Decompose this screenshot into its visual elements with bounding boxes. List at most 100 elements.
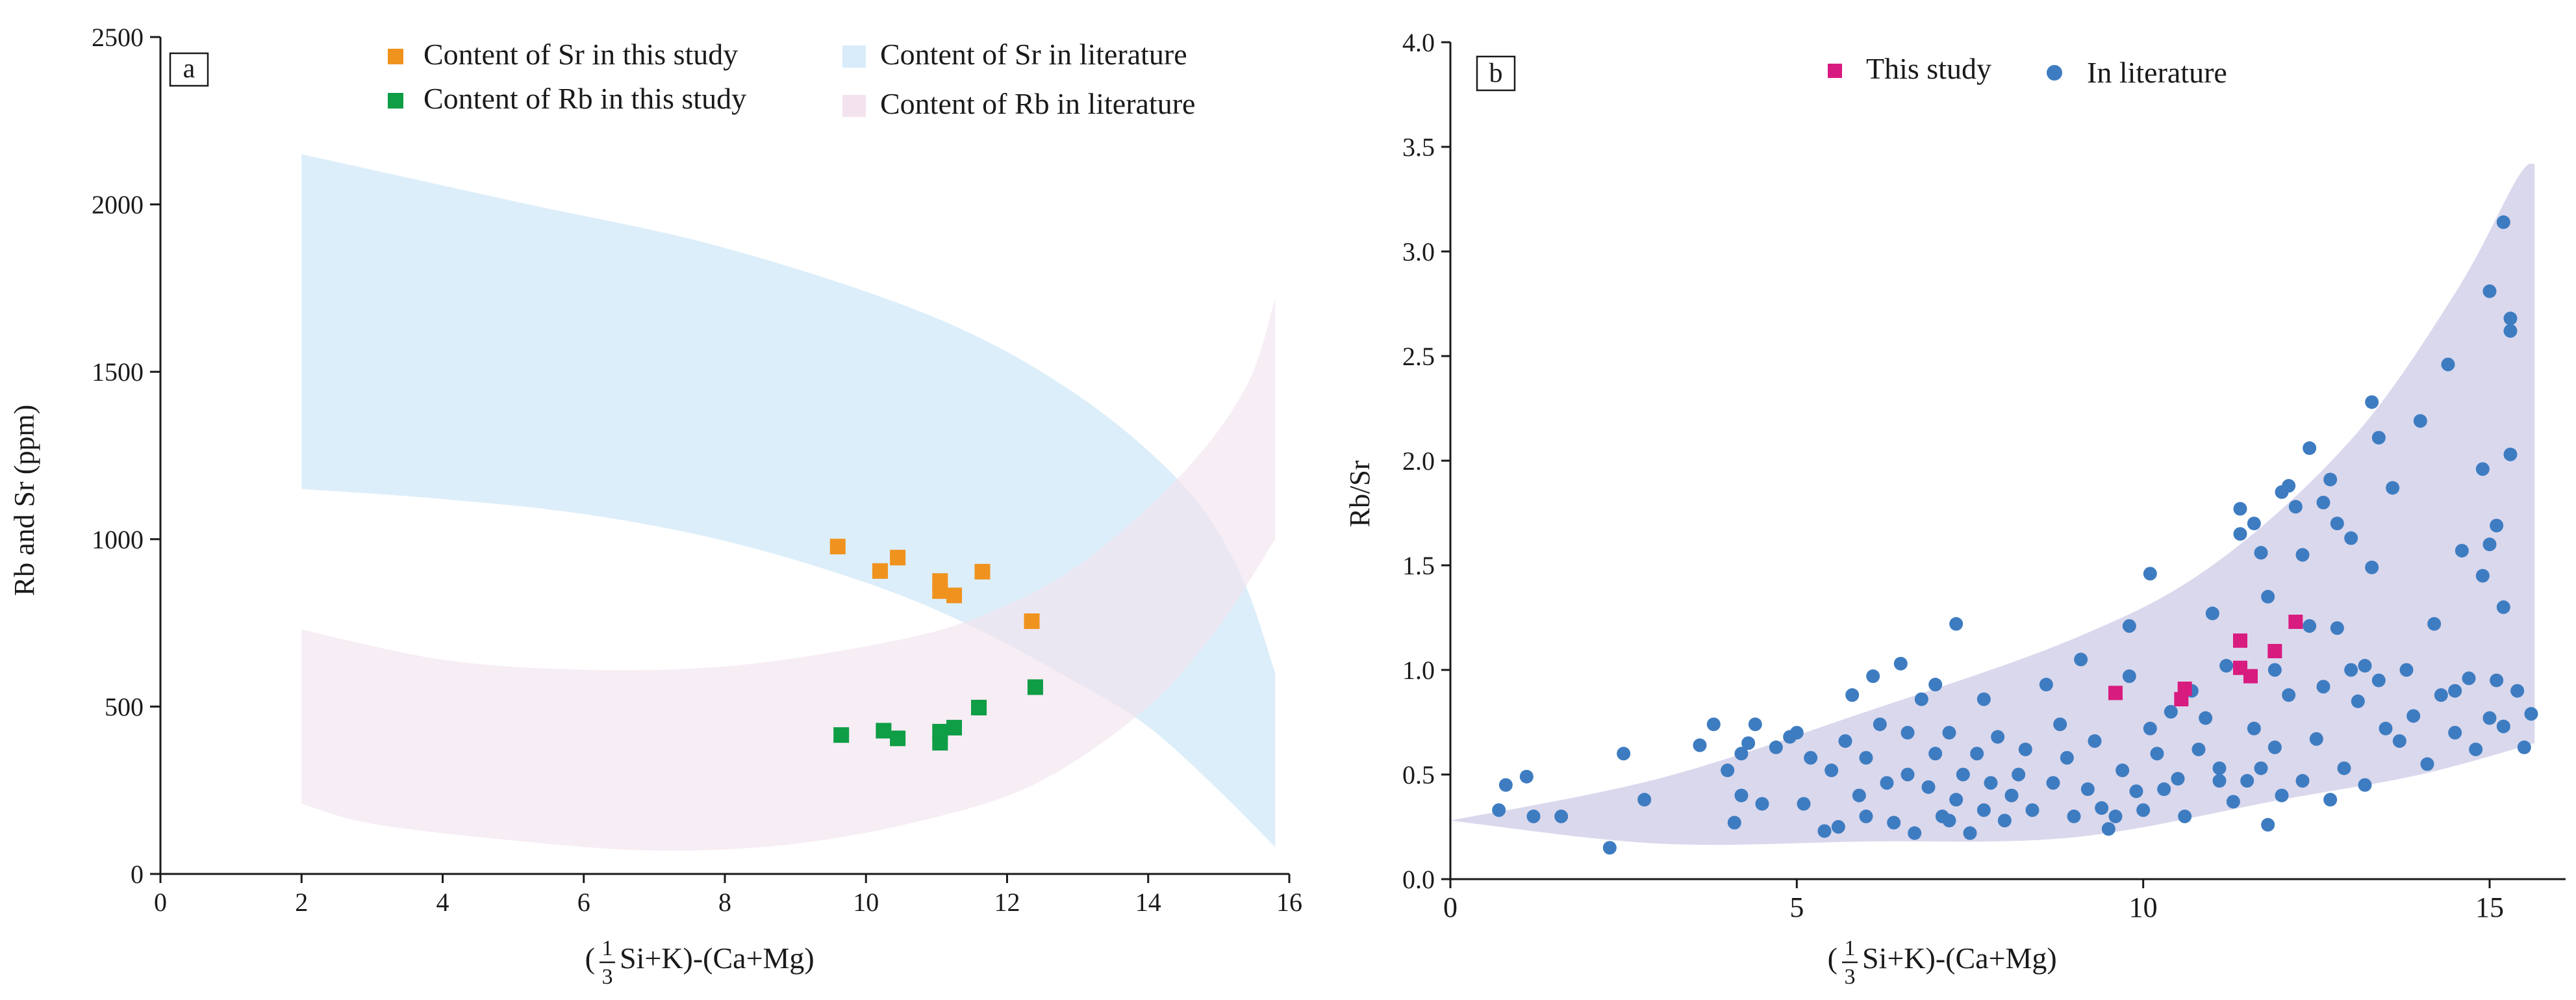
panel-a: 0 2 4 6 8 10 12 14 16 0 500 1000 1500 2000 2500 a Rb … [8, 23, 1302, 989]
panel-a-x-title-frac-num: 1 [602, 936, 613, 960]
panel-a-x-title-prefix: ( [585, 942, 595, 975]
point-in-literature [2503, 311, 2518, 326]
point-sr-this-study [1024, 613, 1040, 630]
point-in-literature [2212, 774, 2227, 788]
point-in-literature [1554, 809, 1569, 823]
point-in-literature [2323, 472, 2338, 487]
point-in-literature [1984, 776, 1998, 790]
point-in-literature [2205, 606, 2219, 621]
point-in-literature [2282, 688, 2296, 702]
panel-b-x-axis-title: ( 1 3 Si+K)-(Ca+Mg) [1828, 936, 2057, 989]
point-in-literature [1602, 841, 1617, 855]
point-in-literature [2524, 707, 2538, 721]
point-in-literature [1748, 717, 1762, 732]
point-sr-this-study [946, 587, 963, 604]
point-in-literature [2282, 479, 2296, 493]
point-in-literature [2295, 774, 2310, 788]
panel-a-label: a [183, 54, 196, 84]
point-in-literature [1859, 809, 1873, 823]
panel-a-x-title-suffix: Si+K)-(Ca+Mg) [620, 942, 814, 975]
panel-b-x-tick-label: 15 [2475, 891, 2504, 923]
point-in-literature [2316, 495, 2330, 509]
point-sr-this-study [829, 539, 846, 555]
point-in-literature [1797, 797, 1811, 811]
point-in-literature [2108, 809, 2123, 823]
panel-a-x-tick-label: 16 [1276, 888, 1302, 917]
point-in-literature [2371, 431, 2386, 445]
point-in-literature [2517, 740, 2531, 754]
point-in-literature [2018, 742, 2032, 756]
legend-label-rb-literature: Content of Rb in literature [880, 87, 1195, 120]
point-in-literature [2496, 600, 2510, 614]
point-in-literature [2344, 531, 2358, 545]
point-in-literature [2303, 619, 2317, 633]
point-in-literature [2309, 732, 2323, 746]
point-in-literature [2351, 694, 2365, 708]
panel-a-y-tick-label: 1000 [92, 525, 144, 554]
point-in-literature [1789, 726, 1804, 740]
panel-a-x-tick-label: 2 [295, 888, 308, 917]
point-in-literature [1963, 826, 1977, 840]
panel-b-x-tick-label: 10 [2129, 891, 2158, 923]
point-in-literature [1817, 824, 1832, 838]
point-in-literature [1976, 803, 1991, 817]
point-in-literature [2226, 795, 2240, 809]
panel-a-x-tick-label: 0 [154, 888, 167, 917]
point-in-literature [1942, 726, 1956, 740]
point-in-literature [2496, 215, 2510, 229]
point-in-literature [2261, 817, 2275, 832]
point-in-literature [2233, 527, 2247, 541]
point-in-literature [2448, 684, 2462, 698]
point-in-literature [1755, 797, 1769, 811]
point-in-literature [2371, 673, 2386, 687]
point-in-literature [1617, 747, 1631, 761]
point-in-literature [2475, 462, 2490, 476]
point-this-study [2177, 681, 2192, 696]
point-in-literature [2219, 659, 2234, 673]
point-sr-this-study [872, 563, 888, 579]
point-in-literature [1693, 738, 1707, 752]
panel-b-legend: This study In literature [1828, 52, 2227, 89]
point-in-literature [2413, 414, 2427, 428]
point-in-literature [2303, 441, 2317, 455]
point-in-literature [2330, 517, 2344, 531]
point-rb-this-study [971, 699, 987, 715]
band-sr-literature [301, 154, 1276, 847]
point-in-literature [2157, 782, 2171, 797]
panel-a-x-ticks: 0 2 4 6 8 10 12 14 16 [154, 874, 1302, 917]
point-in-literature [2503, 447, 2518, 461]
point-in-literature [1845, 688, 1860, 702]
panel-b-y-tick-label: 4.0 [1402, 28, 1435, 57]
point-in-literature [1949, 617, 1964, 631]
panel-b-literature-points [1492, 215, 2538, 855]
point-in-literature [1997, 814, 2012, 828]
panel-b-x-title-prefix: ( [1828, 942, 1837, 975]
point-in-literature [1831, 820, 1845, 834]
legend-marker-rb-this-study [388, 93, 403, 109]
point-in-literature [2136, 803, 2151, 817]
point-in-literature [2115, 763, 2130, 778]
point-in-literature [1519, 769, 1534, 784]
point-in-literature [1873, 717, 1887, 732]
point-in-literature [1721, 763, 1735, 778]
point-in-literature [2475, 569, 2490, 583]
point-in-literature [2295, 548, 2310, 562]
panel-b-x-tick-label: 5 [1789, 891, 1804, 923]
panel-a-x-title-frac-den: 3 [602, 965, 613, 989]
point-in-literature [2004, 788, 2019, 802]
point-in-literature [2088, 734, 2102, 748]
point-in-literature [1942, 814, 1956, 828]
point-in-literature [2490, 519, 2504, 533]
point-in-literature [2240, 774, 2254, 788]
point-in-literature [2080, 782, 2095, 797]
panel-b-label-box [1476, 55, 1516, 92]
point-in-literature [2323, 793, 2338, 807]
point-rb-this-study [1027, 679, 1043, 695]
point-this-study [2233, 633, 2247, 648]
panel-a-x-tick-label: 10 [853, 888, 879, 917]
point-sr-this-study [932, 583, 948, 599]
point-in-literature [2171, 771, 2185, 786]
panel-b-x-title-frac-num: 1 [1845, 936, 1856, 960]
point-in-literature [2482, 711, 2497, 725]
panel-a-y-tick-label: 500 [105, 692, 144, 721]
